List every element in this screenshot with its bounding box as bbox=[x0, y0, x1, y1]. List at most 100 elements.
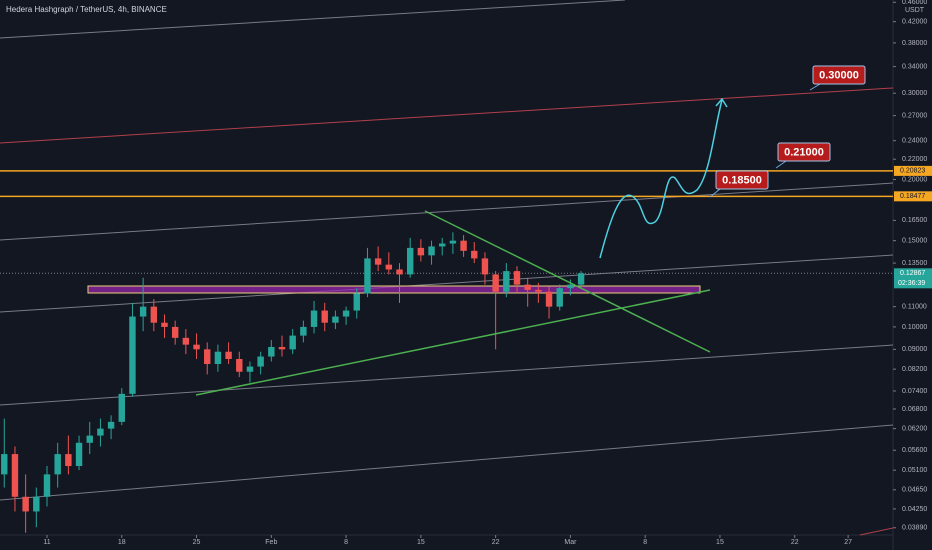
candle-body bbox=[1, 454, 8, 475]
x-tick-label: 25 bbox=[193, 539, 201, 546]
x-tick-label: 11 bbox=[43, 539, 50, 546]
candle-body bbox=[43, 474, 51, 497]
candle-body bbox=[385, 264, 393, 270]
candle-body bbox=[353, 293, 360, 311]
candle-body bbox=[86, 435, 93, 443]
candle-body bbox=[246, 366, 254, 372]
candle-body bbox=[107, 421, 115, 429]
x-tick-label: 22 bbox=[791, 539, 799, 546]
candle-body bbox=[257, 356, 264, 367]
axis-unit: USDT bbox=[905, 7, 925, 14]
candle-body bbox=[567, 284, 574, 289]
candle-body bbox=[556, 288, 563, 307]
x-tick-label: Mar bbox=[564, 539, 577, 546]
candle-body bbox=[65, 454, 72, 467]
candle-body bbox=[118, 393, 125, 422]
candle-body bbox=[321, 310, 328, 323]
x-tick-label: 27 bbox=[844, 539, 852, 546]
y-tick-label: 0.10000 bbox=[902, 324, 927, 331]
trend-line bbox=[424, 210, 711, 353]
callout-label: 0.18500 bbox=[722, 174, 762, 186]
level-label-bg bbox=[894, 165, 932, 176]
y-tick-label: 0.05600 bbox=[902, 447, 927, 454]
candle-body bbox=[460, 240, 467, 251]
candle-body bbox=[396, 269, 403, 275]
candle-body bbox=[513, 271, 521, 285]
candle-body bbox=[97, 428, 104, 436]
y-tick-label: 0.24000 bbox=[902, 138, 927, 145]
y-tick-label: 0.46000 bbox=[902, 0, 927, 6]
candle-body bbox=[161, 322, 168, 327]
channel-line bbox=[0, 254, 894, 313]
candle-body bbox=[481, 258, 489, 275]
drawings bbox=[0, 0, 894, 536]
y-tick-label: 0.11000 bbox=[902, 303, 927, 310]
x-tick-label: 8 bbox=[344, 539, 348, 546]
last-price-bg bbox=[894, 268, 932, 289]
y-tick-label: 0.06200 bbox=[902, 425, 927, 432]
x-tick-label: Feb bbox=[265, 539, 277, 546]
y-tick-label: 0.30000 bbox=[902, 90, 927, 97]
candle-body bbox=[75, 442, 83, 467]
target-line bbox=[859, 527, 894, 536]
candle-body bbox=[278, 346, 286, 350]
x-tick-label: 18 bbox=[118, 539, 126, 546]
candle-body bbox=[492, 274, 499, 292]
candle-body bbox=[449, 240, 457, 244]
support-zone bbox=[87, 285, 701, 294]
level-label: 0.20823 bbox=[900, 168, 925, 175]
candle-body bbox=[332, 316, 339, 323]
last-price-label: 0.12867 bbox=[900, 270, 925, 277]
candle-body bbox=[22, 496, 29, 512]
candle-body bbox=[300, 326, 307, 336]
candle-body bbox=[406, 247, 414, 275]
candle-body bbox=[417, 247, 425, 256]
y-tick-label: 0.04250 bbox=[902, 506, 927, 513]
y-tick-label: 0.07400 bbox=[902, 388, 927, 395]
candle-body bbox=[182, 337, 190, 345]
channel-line bbox=[0, 182, 894, 241]
y-tick-label: 0.27000 bbox=[902, 112, 927, 119]
candle-body bbox=[545, 291, 553, 307]
candles bbox=[1, 232, 585, 533]
candle-body bbox=[54, 454, 61, 475]
candle-body bbox=[577, 273, 585, 285]
target-line bbox=[0, 87, 894, 144]
candle-body bbox=[503, 271, 510, 292]
callout-pointer bbox=[809, 83, 821, 91]
y-tick-label: 0.05100 bbox=[902, 467, 927, 474]
candle-body bbox=[150, 306, 158, 323]
callout-box bbox=[812, 65, 866, 85]
y-tick-label: 0.08200 bbox=[902, 366, 927, 373]
trend-drawings bbox=[195, 83, 821, 396]
axes: 0.46000 0.42000 0.38000 0.34000 0.30000 0.270… bbox=[43, 0, 932, 546]
y-tick-label: 0.16500 bbox=[902, 217, 927, 224]
candle-body bbox=[171, 326, 179, 338]
level-label: 0.18477 bbox=[900, 193, 925, 200]
candle-body bbox=[374, 258, 382, 265]
y-tick-label: 0.04650 bbox=[902, 487, 927, 494]
y-tick-label: 0.38000 bbox=[902, 40, 927, 47]
callout-box bbox=[715, 170, 769, 190]
x-tick-label: 8 bbox=[643, 539, 647, 546]
y-tick-label: 0.03890 bbox=[902, 525, 927, 532]
candle-body bbox=[439, 243, 446, 247]
chart-title: Hedera Hashgraph / TetherUS, 4h, BINANCE bbox=[6, 5, 167, 14]
callout-pointer bbox=[775, 160, 787, 169]
y-tick-label: 0.42000 bbox=[902, 18, 927, 25]
countdown: 02:36:39 bbox=[898, 280, 925, 287]
candle-body bbox=[129, 316, 136, 394]
candle-body bbox=[428, 246, 435, 256]
candle-body bbox=[310, 310, 318, 327]
x-tick-label: 15 bbox=[417, 539, 425, 546]
callout-label: 0.21000 bbox=[784, 146, 824, 158]
candle-body bbox=[11, 454, 19, 497]
channel-line bbox=[0, 424, 894, 501]
candle-body bbox=[204, 349, 211, 365]
x-tick-label: 22 bbox=[492, 539, 500, 546]
callout-pointer bbox=[709, 188, 721, 198]
callout-box bbox=[777, 142, 831, 162]
candle-body bbox=[289, 335, 296, 350]
y-tick-label: 0.13500 bbox=[902, 260, 927, 267]
